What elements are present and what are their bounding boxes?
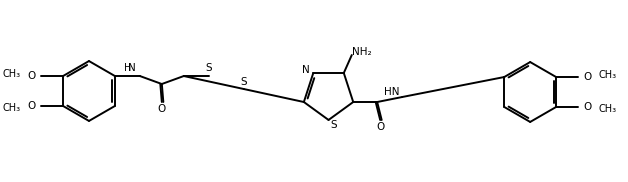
Text: O: O <box>376 122 384 132</box>
Text: N: N <box>127 63 135 73</box>
Text: H: H <box>124 63 131 73</box>
Text: N: N <box>303 65 310 75</box>
Text: O: O <box>158 104 166 114</box>
Text: S: S <box>330 120 337 130</box>
Text: NH₂: NH₂ <box>352 47 372 57</box>
Text: CH₃: CH₃ <box>3 103 21 113</box>
Text: CH₃: CH₃ <box>598 70 616 80</box>
Text: HN: HN <box>384 86 399 96</box>
Text: O: O <box>583 102 592 112</box>
Text: O: O <box>28 71 36 81</box>
Text: CH₃: CH₃ <box>598 104 616 114</box>
Text: O: O <box>28 101 36 111</box>
Text: S: S <box>205 63 212 73</box>
Text: CH₃: CH₃ <box>3 69 21 79</box>
Text: O: O <box>583 72 592 82</box>
Text: S: S <box>241 77 247 87</box>
